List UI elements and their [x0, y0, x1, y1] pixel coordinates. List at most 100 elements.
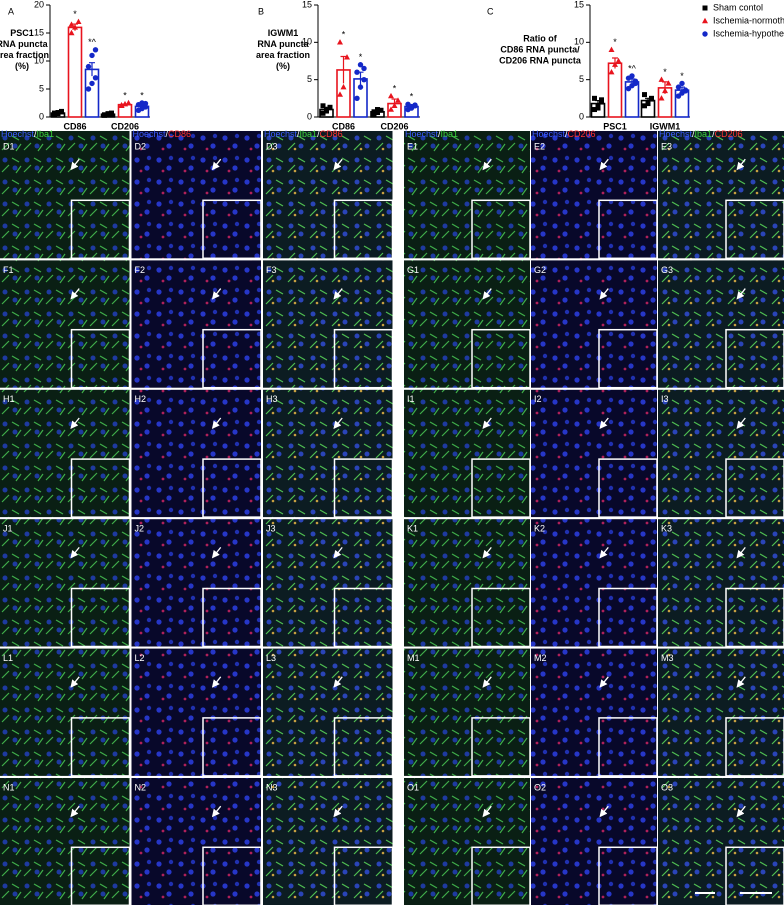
panel-label: D3 — [266, 141, 278, 151]
arrow — [482, 288, 492, 300]
arrow — [70, 417, 80, 430]
arrow — [211, 546, 222, 559]
arrow — [482, 417, 492, 430]
error-bar — [89, 62, 95, 77]
arrow — [599, 288, 609, 300]
data-point — [662, 87, 668, 94]
arrow — [736, 676, 746, 688]
data-point — [85, 86, 92, 92]
x-tick-label: CD206 — [380, 121, 408, 131]
data-point — [75, 18, 82, 24]
stain-part: / — [438, 129, 441, 139]
arrow — [211, 417, 222, 430]
data-point — [68, 21, 75, 27]
data-point — [595, 105, 601, 111]
x-tick-label: PSC1 — [603, 121, 627, 131]
stain-label: Hoechst/Iba1/CD86 — [264, 129, 343, 139]
data-point — [55, 111, 61, 117]
inset — [725, 458, 784, 518]
arrow — [333, 546, 343, 559]
stain-label: Hoechst/Iba1/CD206 — [659, 129, 743, 139]
arrow — [599, 158, 609, 171]
arrow — [333, 288, 343, 300]
stain-label: Hoechst/CD86 — [133, 129, 192, 139]
inset — [70, 846, 131, 905]
significance-label: * — [663, 67, 667, 77]
y-axis-label: (%) — [15, 61, 29, 71]
panel-label: A — [8, 6, 14, 16]
y-tick-label: 20 — [34, 0, 44, 9]
inset — [725, 846, 784, 905]
arrow — [333, 158, 343, 171]
panel-label: K2 — [534, 524, 545, 534]
stain-part: / — [317, 129, 320, 139]
y-axis-label: IGWM1 — [268, 28, 299, 38]
panel-label: I2 — [534, 394, 542, 404]
panel-label: M3 — [661, 653, 674, 663]
data-point — [337, 91, 343, 97]
inset — [333, 717, 394, 777]
legend-label: Ischemia-hypothermia — [713, 28, 784, 38]
data-point — [327, 104, 333, 110]
arrow — [70, 288, 80, 300]
stain-part: Hoechst — [133, 129, 167, 139]
arrow — [736, 805, 746, 818]
y-axis-label: PSC1 — [10, 28, 34, 38]
arrow — [599, 676, 609, 688]
x-tick-label: CD86 — [332, 121, 355, 131]
panel-label: J1 — [3, 524, 13, 534]
data-point — [92, 47, 99, 53]
panel-label: E2 — [534, 141, 545, 151]
data-point — [59, 109, 64, 115]
data-point — [658, 95, 665, 101]
inset — [202, 199, 262, 260]
data-point — [679, 80, 685, 87]
y-tick-label: 10 — [34, 55, 44, 65]
panel-label: G2 — [534, 265, 546, 275]
data-point — [118, 102, 125, 108]
data-point — [592, 95, 597, 101]
stain-part: Iba1 — [300, 129, 318, 139]
data-point — [642, 103, 647, 109]
data-point — [625, 85, 632, 92]
y-axis-label: Ratio of — [523, 33, 557, 43]
panel-label: J3 — [266, 524, 276, 534]
inset — [202, 328, 262, 389]
stain-part: CD206 — [568, 129, 596, 139]
data-point — [645, 101, 651, 107]
y-tick-label: 15 — [34, 27, 44, 37]
panel-label: H2 — [135, 394, 147, 404]
significance-label: *^ — [88, 37, 97, 47]
panel-label: F3 — [266, 265, 277, 275]
data-point — [592, 107, 597, 113]
panel-label: O3 — [661, 782, 673, 792]
significance-label: * — [140, 90, 144, 100]
y-tick-label: 5 — [307, 74, 312, 84]
data-point — [658, 76, 665, 82]
inset — [598, 846, 658, 905]
inset — [471, 717, 531, 777]
bar — [67, 26, 83, 118]
inset — [70, 458, 131, 518]
data-point — [682, 88, 689, 94]
data-point — [412, 102, 418, 108]
data-point — [612, 61, 618, 67]
data-point — [52, 110, 57, 116]
significance-label: * — [342, 30, 346, 40]
arrow — [333, 417, 343, 430]
panel-label: H3 — [266, 394, 278, 404]
arrow — [70, 805, 80, 818]
panel-label: F2 — [135, 265, 146, 275]
legend-marker — [702, 17, 708, 24]
inset — [333, 587, 394, 648]
significance-label: * — [613, 37, 617, 47]
panel-label: M2 — [534, 653, 547, 663]
data-point — [320, 110, 326, 116]
significance-label: * — [73, 9, 77, 19]
inset — [725, 587, 784, 648]
inset — [598, 717, 658, 777]
stain-part: Hoechst — [659, 129, 693, 139]
inset — [202, 717, 262, 777]
